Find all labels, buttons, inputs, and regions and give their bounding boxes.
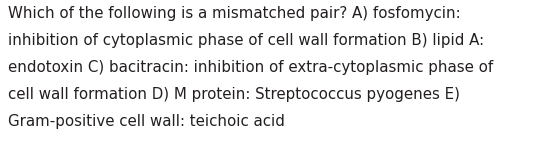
Text: Gram-positive cell wall: teichoic acid: Gram-positive cell wall: teichoic acid — [8, 114, 285, 129]
Text: endotoxin C) bacitracin: inhibition of extra-cytoplasmic phase of: endotoxin C) bacitracin: inhibition of e… — [8, 60, 493, 75]
Text: inhibition of cytoplasmic phase of cell wall formation B) lipid A:: inhibition of cytoplasmic phase of cell … — [8, 33, 484, 48]
Text: cell wall formation D) M protein: Streptococcus pyogenes E): cell wall formation D) M protein: Strept… — [8, 87, 460, 102]
Text: Which of the following is a mismatched pair? A) fosfomycin:: Which of the following is a mismatched p… — [8, 6, 460, 21]
